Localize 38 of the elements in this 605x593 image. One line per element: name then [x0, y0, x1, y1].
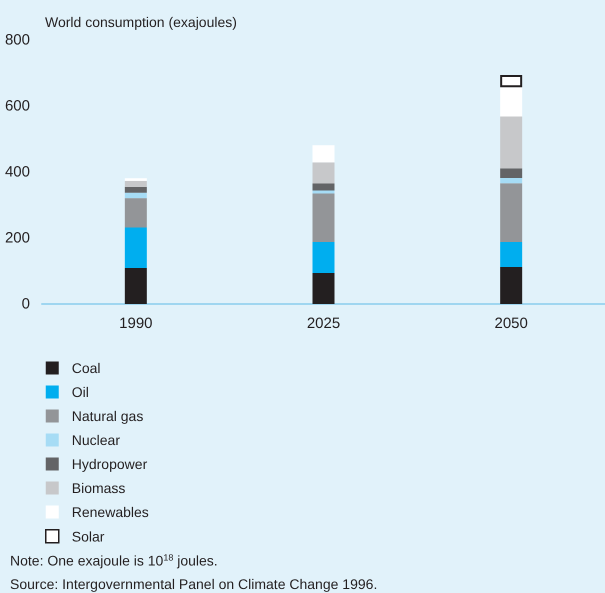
bar [312, 272, 334, 304]
legend-label: Hydropower [72, 456, 148, 472]
x-tick-label: 2025 [306, 315, 340, 332]
legend-label: Nuclear [72, 432, 120, 448]
bar [124, 198, 147, 228]
legend-label: Coal [72, 360, 101, 376]
legend-label: Solar [72, 528, 105, 544]
bar [312, 193, 334, 242]
bar [124, 186, 147, 193]
source-note: Source: Intergovernmental Panel on Climate Change 1996. [10, 576, 378, 592]
y-tick-label: 800 [4, 32, 30, 48]
bar [500, 116, 522, 168]
legend-label: Renewables [72, 504, 149, 520]
y-tick-label: 400 [4, 164, 30, 180]
legend-label: Biomass [72, 480, 126, 496]
bar [312, 162, 334, 184]
legend-label: Natural gas [72, 408, 144, 424]
y-tick-label: 200 [4, 230, 30, 246]
bar [500, 178, 522, 184]
bar [500, 168, 522, 178]
x-tick-label: 1990 [119, 315, 153, 332]
y-axis-title: World consumption (exajoules) [45, 14, 237, 30]
bar [500, 183, 522, 242]
legend-label: Oil [72, 384, 89, 400]
y-tick-label: 0 [22, 296, 30, 312]
bar [124, 192, 147, 198]
y-tick-label: 600 [4, 98, 30, 114]
bar [312, 184, 334, 190]
bar [500, 267, 522, 304]
bar [124, 268, 147, 304]
x-tick-label: 2050 [494, 315, 528, 332]
bar [124, 178, 147, 181]
bar [124, 227, 147, 268]
bar [124, 180, 147, 187]
bar [312, 242, 334, 273]
bar [312, 145, 334, 162]
bar [312, 190, 334, 194]
bar [500, 242, 522, 268]
